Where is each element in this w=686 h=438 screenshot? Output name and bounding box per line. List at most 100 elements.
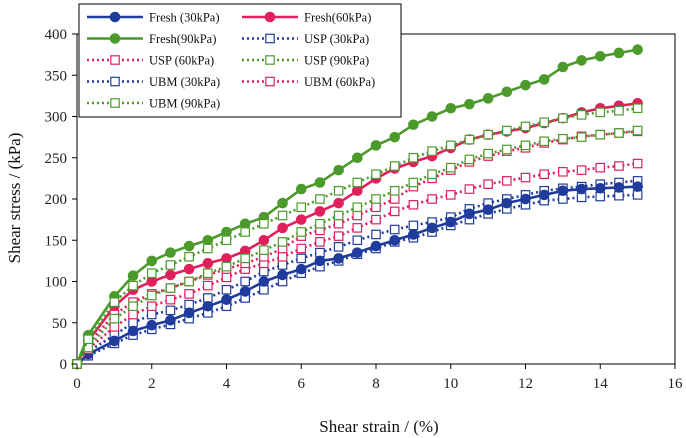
data-point — [277, 222, 288, 234]
data-point — [165, 305, 176, 316]
data-point — [389, 234, 400, 246]
data-point — [146, 276, 158, 287]
data-point — [371, 229, 381, 240]
data-point — [464, 154, 475, 165]
data-point — [427, 194, 437, 204]
data-point — [389, 161, 400, 171]
data-point — [594, 182, 606, 194]
series-layer — [71, 44, 643, 370]
data-point — [464, 134, 475, 145]
data-point — [520, 121, 531, 132]
data-point — [520, 172, 531, 183]
data-point — [520, 79, 531, 91]
data-point — [595, 129, 606, 140]
series-1 — [71, 181, 643, 370]
data-point — [389, 185, 400, 196]
data-point — [83, 334, 94, 345]
legend-marker — [109, 11, 121, 23]
data-point — [445, 162, 456, 173]
data-point — [445, 102, 457, 114]
data-point — [538, 189, 550, 201]
data-point — [240, 276, 250, 287]
data-point — [221, 272, 232, 283]
y-axis-label: Shear stress / (kPa) — [5, 133, 24, 264]
data-point — [352, 247, 363, 258]
data-point — [557, 61, 569, 73]
data-point — [557, 185, 569, 197]
data-point — [576, 165, 587, 175]
data-point — [221, 226, 232, 238]
data-point — [389, 131, 400, 143]
data-point — [632, 125, 643, 136]
data-point — [502, 144, 512, 155]
data-point — [632, 103, 643, 114]
data-point — [595, 162, 606, 173]
data-point — [146, 309, 157, 320]
legend-label: USP (90kPa) — [304, 54, 369, 68]
data-point — [352, 185, 363, 197]
data-point — [277, 197, 288, 209]
data-point — [295, 183, 307, 195]
data-point — [558, 194, 568, 204]
data-point — [146, 255, 158, 267]
data-point — [464, 208, 475, 220]
data-point — [389, 206, 400, 217]
y-tick-label: 150 — [45, 233, 68, 249]
legend-marker — [265, 55, 275, 65]
data-point — [614, 105, 624, 116]
data-point — [595, 107, 606, 118]
data-point — [539, 117, 549, 128]
legend-marker — [264, 11, 276, 23]
data-point — [240, 227, 250, 237]
data-point — [296, 227, 307, 237]
x-tick-label: 12 — [518, 376, 533, 392]
axes-layer: 0 2 4 6 8 10 12 14 16 0 50 100 150 200 250 300 350 400 — [45, 27, 684, 392]
data-point — [333, 210, 344, 221]
data-point — [483, 179, 493, 189]
data-point — [165, 314, 176, 326]
data-point — [408, 152, 419, 163]
data-point — [614, 190, 624, 201]
data-point — [128, 301, 138, 312]
data-point — [333, 253, 344, 264]
data-point — [352, 223, 363, 233]
data-point — [146, 301, 157, 312]
data-point — [632, 158, 643, 169]
data-point — [371, 202, 381, 213]
data-point — [258, 276, 270, 287]
legend-marker — [265, 76, 275, 87]
data-point — [352, 202, 363, 213]
data-point — [632, 190, 643, 200]
legend-label: Fresh(90kPa) — [149, 32, 216, 46]
legend-item: Fresh(90kPa) — [87, 32, 216, 46]
data-point — [389, 194, 400, 204]
data-point — [221, 261, 232, 272]
data-point — [427, 169, 437, 180]
data-point — [165, 260, 176, 270]
data-point — [538, 74, 550, 85]
data-point — [613, 182, 625, 193]
legend-item: USP (60kPa) — [87, 54, 214, 68]
data-point — [146, 290, 157, 301]
y-tick-label: 400 — [45, 27, 68, 43]
data-point — [109, 322, 120, 332]
legend-marker — [109, 33, 121, 44]
data-point — [558, 166, 568, 177]
data-point — [146, 319, 158, 331]
data-point — [426, 111, 438, 122]
data-point — [221, 253, 232, 264]
legend-label: USP (60kPa) — [149, 54, 214, 68]
data-point — [296, 253, 307, 264]
data-point — [277, 237, 288, 247]
series-6 — [72, 125, 643, 369]
legend-item: USP (90kPa) — [242, 54, 369, 68]
data-point — [576, 55, 587, 66]
data-point — [109, 313, 120, 324]
data-point — [408, 177, 419, 188]
data-point — [501, 86, 513, 98]
data-point — [277, 251, 288, 262]
data-point — [127, 325, 139, 337]
data-point — [408, 220, 419, 231]
data-point — [259, 218, 269, 229]
x-tick-label: 16 — [668, 376, 684, 392]
